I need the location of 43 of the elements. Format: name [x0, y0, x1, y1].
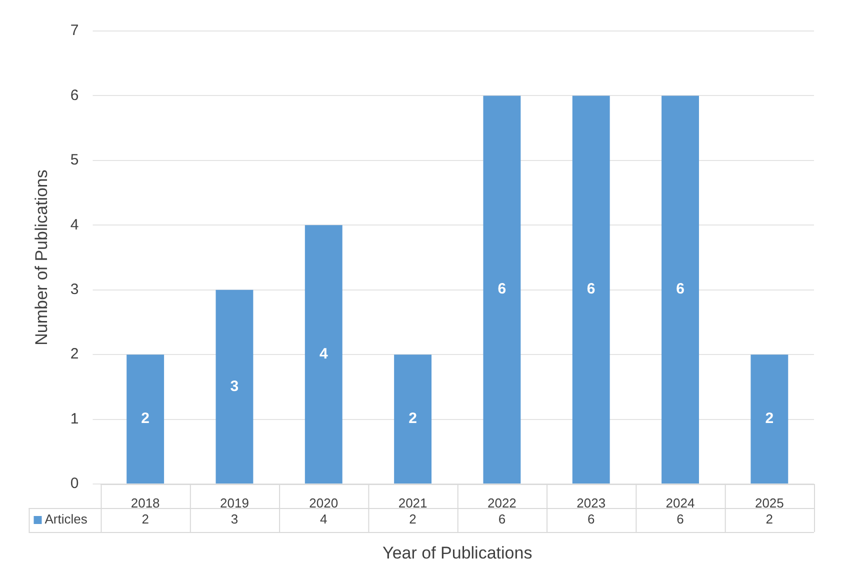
bar — [662, 96, 699, 484]
text: 2 — [766, 512, 774, 527]
text: 4 — [320, 512, 328, 527]
y-axis-title: Number of Publications — [32, 170, 51, 346]
data-label: 6 — [586, 280, 596, 298]
legend-label: Articles — [44, 512, 88, 527]
x-tick-label: 2024 — [666, 495, 695, 510]
data-label: 2 — [408, 410, 417, 428]
text: 3 — [230, 512, 238, 527]
y-tick-label: 1 — [70, 410, 79, 428]
data-label: 2 — [765, 410, 774, 428]
y-tick-label: 7 — [70, 22, 79, 40]
y-tick-label: 5 — [70, 152, 79, 169]
x-tick-label: 2018 — [130, 495, 160, 510]
y-tick-label: 4 — [70, 216, 79, 234]
text: 2 — [142, 512, 149, 527]
bar — [750, 354, 788, 484]
bar — [304, 225, 342, 484]
y-tick-label: 3 — [70, 281, 79, 298]
bar — [394, 354, 432, 484]
data-label: 4 — [319, 345, 328, 362]
y-tick-label: 2 — [70, 346, 79, 363]
bar — [216, 290, 254, 484]
x-tick-label: 2020 — [309, 495, 338, 510]
text: 6 — [676, 512, 684, 527]
x-tick-label: 2019 — [220, 495, 249, 510]
x-axis-title: Year of Publications — [382, 543, 532, 562]
x-tick-label: 2023 — [576, 495, 606, 510]
data-label: 6 — [676, 280, 684, 298]
y-tick-label: 0 — [70, 475, 79, 492]
data-label: 2 — [141, 410, 150, 428]
text: 6 — [498, 512, 506, 527]
bar — [572, 96, 610, 484]
bar — [126, 354, 164, 484]
data-label: 3 — [230, 378, 239, 395]
bar — [483, 96, 521, 484]
y-tick-label: 6 — [70, 86, 79, 104]
x-tick-label: 2021 — [398, 495, 428, 510]
text: 6 — [587, 512, 595, 527]
data-label: 6 — [498, 280, 506, 298]
x-tick-label: 2025 — [754, 495, 784, 510]
text: 2 — [409, 512, 416, 527]
x-tick-label: 2022 — [487, 495, 516, 510]
